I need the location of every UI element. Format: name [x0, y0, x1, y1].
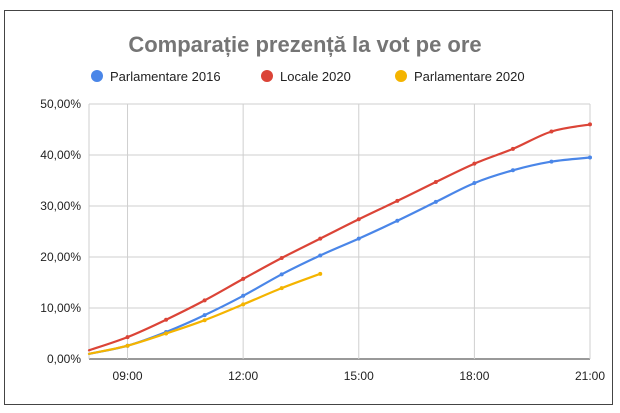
data-point: [241, 302, 246, 307]
data-point: [356, 217, 361, 222]
line-chart: Comparație prezență la vot pe ore Parlam…: [40, 32, 605, 383]
data-point: [279, 286, 284, 291]
data-point: [472, 161, 477, 166]
data-point: [125, 343, 130, 348]
data-point: [318, 236, 323, 241]
data-point: [164, 331, 169, 336]
data-point: [588, 122, 592, 127]
x-tick-label: 09:00: [113, 369, 143, 383]
data-point: [125, 335, 130, 340]
data-point: [588, 155, 592, 160]
gridlines: [89, 103, 591, 360]
data-point: [164, 317, 169, 322]
x-tick-label: 15:00: [344, 369, 374, 383]
legend-marker: [395, 70, 407, 82]
data-point: [241, 293, 246, 298]
data-point: [356, 236, 361, 241]
data-point: [318, 253, 323, 258]
data-point: [472, 181, 477, 186]
y-tick-label: 10,00%: [40, 301, 81, 315]
y-tick-label: 20,00%: [40, 250, 81, 264]
data-point: [433, 199, 438, 204]
data-point: [395, 218, 400, 223]
data-point: [395, 198, 400, 203]
chart-title: Comparație prezență la vot pe ore: [128, 32, 481, 57]
data-point: [510, 146, 515, 151]
legend-marker: [261, 70, 273, 82]
x-tick-label: 18:00: [459, 369, 489, 383]
y-tick-label: 40,00%: [40, 148, 81, 162]
data-point: [433, 180, 438, 185]
y-tick-label: 0,00%: [47, 352, 81, 366]
series-line: [87, 156, 592, 355]
y-tick-label: 30,00%: [40, 199, 81, 213]
data-point: [279, 272, 284, 277]
legend-label: Parlamentare 2020: [414, 69, 525, 84]
axes: 0,00% 10,00% 20,00% 30,00% 40,00% 50,00% 09:00…: [40, 97, 605, 383]
data-point: [202, 298, 207, 303]
data-point: [241, 276, 246, 281]
x-tick-label: 21:00: [575, 369, 605, 383]
data-point: [318, 271, 323, 276]
legend: Parlamentare 2016 Locale 2020 Parlamentare…: [91, 69, 525, 84]
data-point: [510, 168, 515, 173]
data-point: [202, 313, 207, 318]
x-tick-label: 12:00: [228, 369, 258, 383]
series-line: [87, 123, 592, 352]
data-point: [549, 159, 554, 164]
data-point: [202, 318, 207, 323]
legend-label: Parlamentare 2016: [110, 69, 221, 84]
chart-frame: Comparație prezență la vot pe ore Parlam…: [4, 10, 613, 405]
data-point: [279, 256, 284, 261]
series-lines: [87, 122, 592, 355]
data-point: [549, 129, 554, 134]
legend-label: Locale 2020: [280, 69, 351, 84]
legend-marker: [91, 70, 103, 82]
y-tick-label: 50,00%: [40, 97, 81, 111]
